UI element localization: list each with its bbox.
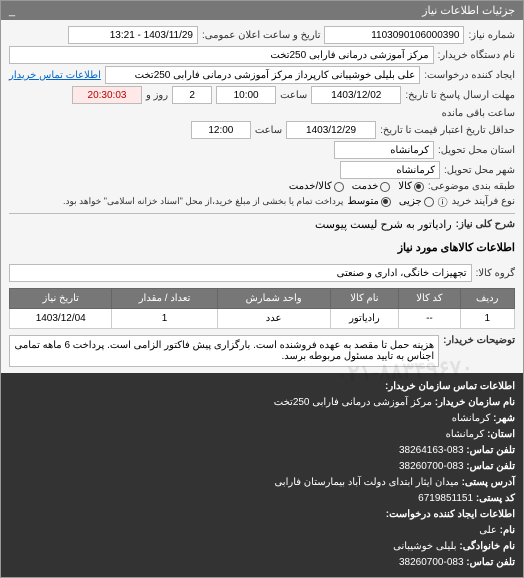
category-radio-group: کالا خدمت کالا/خدمت [289, 181, 424, 192]
validity-label: حداقل تاریخ اعتبار قیمت تا تاریخ: [380, 125, 515, 136]
days-field: 2 [172, 86, 212, 104]
cell-unit: عدد [217, 309, 330, 329]
radio-medium[interactable] [381, 197, 391, 207]
cell-name: رادیاتور [330, 309, 399, 329]
radio-service[interactable] [380, 182, 390, 192]
process-radio-group: جزیی متوسط [347, 196, 433, 207]
main-panel: جزئیات اطلاعات نیاز _ شماره نیاز: 110309… [0, 0, 524, 578]
announce-date-field: 1403/11/29 - 13:21 [68, 26, 198, 44]
f-org: مرکز آموزشی درمانی فارابی 250تخت [274, 397, 432, 408]
announce-label: تاریخ و ساعت اعلان عمومی: [202, 30, 321, 41]
time-label-1: ساعت [280, 90, 307, 101]
deadline-date-field: 1403/12/02 [311, 86, 401, 104]
req-num-field: 1103090106000390 [324, 26, 464, 44]
panel-title: جزئیات اطلاعات نیاز [422, 4, 515, 17]
f-phone2: 083-38260700 [399, 557, 464, 568]
table-row: 1 -- رادیاتور عدد 1 1403/12/04 [10, 309, 515, 329]
panel-header: جزئیات اطلاعات نیاز _ [1, 1, 523, 20]
proc-partial-label: جزیی [399, 196, 422, 207]
items-section-title: اطلاعات کالاهای مورد نیاز [1, 237, 523, 258]
delivery-city-label: شهر محل تحویل: [444, 165, 515, 176]
proc-medium-label: متوسط [347, 196, 378, 207]
f-phone2-label: تلفن تماس: [466, 557, 515, 568]
radio-partial[interactable] [424, 197, 434, 207]
f-addr-label: آدرس پستی: [462, 477, 515, 488]
creator-label: ایجاد کننده درخواست: [424, 70, 515, 81]
notes-box: هزینه حمل تا مقصد به عهده فروشنده است. ب… [9, 335, 439, 367]
footer-title-1: اطلاعات تماس سازمان خریدار: [9, 379, 515, 395]
f-phone: 083-38264163 [399, 445, 464, 456]
f-family: بلیلی خوشیبانی [393, 541, 456, 552]
remain-field: 20:30:03 [72, 86, 142, 104]
validity-time-field: 12:00 [191, 121, 251, 139]
org-label: نام دستگاه خریدار: [438, 50, 515, 61]
f-name: علی [479, 525, 497, 536]
f-city: کرمانشاه [452, 413, 491, 424]
delivery-city-field: کرمانشاه [340, 161, 440, 179]
col-date: تاریخ نیاز [10, 289, 112, 309]
time-label-2: ساعت [255, 125, 282, 136]
col-qty: تعداد / مقدار [112, 289, 217, 309]
minimize-icon[interactable]: _ [9, 5, 15, 17]
f-prov: کرمانشاه [446, 429, 485, 440]
cat-both-label: کالا/خدمت [289, 181, 332, 192]
f-fax: 083-38260700 [399, 461, 464, 472]
f-post-label: کد پستی: [476, 493, 515, 504]
org-field: مرکز آموزشی درمانی فارابی 250تخت [9, 46, 434, 64]
process-label: نوع فرآیند خرید [452, 196, 515, 207]
need-title: رادیاتور به شرح لیست پیوست [315, 218, 452, 231]
footer-title-2: اطلاعات ایجاد کننده درخواست: [9, 507, 515, 523]
cell-code: -- [399, 309, 460, 329]
notes-label: توضیحات خریدار: [443, 335, 515, 346]
cell-date: 1403/12/04 [10, 309, 112, 329]
divider-1 [9, 213, 515, 214]
days-label: روز و [146, 90, 168, 101]
radio-goods[interactable] [414, 182, 424, 192]
cat-goods-label: کالا [398, 181, 412, 192]
deadline-time-field: 10:00 [216, 86, 276, 104]
buyer-info-link[interactable]: اطلاعات تماس خریدار [9, 70, 101, 81]
proc-note: پرداخت تمام یا بخشی از مبلغ خرید،از محل … [63, 196, 343, 207]
col-code: کد کالا [399, 289, 460, 309]
col-unit: واحد شمارش [217, 289, 330, 309]
category-label: طبقه بندی موضوعی: [428, 181, 515, 192]
radio-both[interactable] [334, 182, 344, 192]
col-row: ردیف [460, 289, 514, 309]
items-table: ردیف کد کالا نام کالا واحد شمارش تعداد /… [9, 288, 515, 329]
deadline-label: مهلت ارسال پاسخ تا تاریخ: [405, 90, 515, 101]
remain-label: ساعت باقی مانده [442, 108, 515, 119]
cell-row: 1 [460, 309, 514, 329]
f-city-label: شهر: [493, 413, 515, 424]
group-field: تجهیزات خانگی، اداری و صنعتی [9, 264, 472, 282]
validity-date-field: 1403/12/29 [286, 121, 376, 139]
need-title-label: شرح کلی نیاز: [456, 219, 515, 230]
f-org-label: نام سازمان خریدار: [435, 397, 515, 408]
f-family-label: نام خانوادگی: [459, 541, 515, 552]
creator-field: علی بلیلی خوشیبانی کارپرداز مرکز آموزشی … [105, 66, 420, 84]
cell-qty: 1 [112, 309, 217, 329]
cat-service-label: خدمت [352, 181, 379, 192]
req-num-label: شماره نیاز: [468, 30, 515, 41]
table-header-row: ردیف کد کالا نام کالا واحد شمارش تعداد /… [10, 289, 515, 309]
delivery-prov-field: کرمانشاه [334, 141, 434, 159]
group-label: گروه کالا: [476, 268, 515, 279]
f-post: 6719851151 [418, 493, 473, 504]
f-fax-label: تلفن تماس: [466, 461, 515, 472]
f-addr: میدان ایثار ابتدای دولت آباد بیمارستان ف… [274, 477, 458, 488]
footer: ۰۲۱-۸۸۳۴۹۶۷۰ اطلاعات تماس سازمان خریدار:… [1, 373, 523, 577]
col-name: نام کالا [330, 289, 399, 309]
f-prov-label: استان: [487, 429, 515, 440]
form-area: شماره نیاز: 1103090106000390 تاریخ و ساع… [1, 20, 523, 237]
info-icon: ⓘ [438, 194, 448, 209]
f-name-label: نام: [500, 525, 515, 536]
delivery-prov-label: استان محل تحویل: [438, 145, 515, 156]
f-phone-label: تلفن تماس: [466, 445, 515, 456]
